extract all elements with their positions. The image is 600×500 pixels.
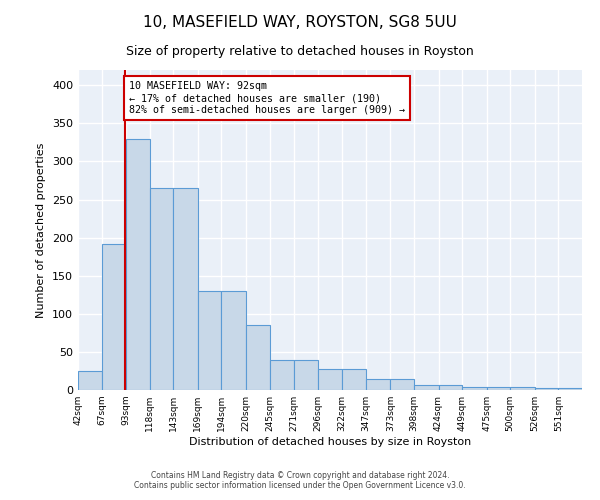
Text: 10 MASEFIELD WAY: 92sqm
← 17% of detached houses are smaller (190)
82% of semi-d: 10 MASEFIELD WAY: 92sqm ← 17% of detache… [129, 82, 405, 114]
Bar [198, 291, 221, 390]
Bar [535, 388, 559, 390]
Bar [462, 387, 487, 390]
Text: Contains HM Land Registry data © Crown copyright and database right 2024.
Contai: Contains HM Land Registry data © Crown c… [134, 470, 466, 490]
Text: Size of property relative to detached houses in Royston: Size of property relative to detached ho… [126, 45, 474, 58]
Bar [559, 388, 582, 390]
Bar [510, 387, 535, 390]
Bar [269, 360, 294, 390]
X-axis label: Distribution of detached houses by size in Royston: Distribution of detached houses by size … [189, 437, 471, 447]
Bar [126, 138, 150, 390]
Bar [414, 386, 439, 390]
Text: 10, MASEFIELD WAY, ROYSTON, SG8 5UU: 10, MASEFIELD WAY, ROYSTON, SG8 5UU [143, 15, 457, 30]
Bar [294, 360, 318, 390]
Y-axis label: Number of detached properties: Number of detached properties [37, 142, 46, 318]
Bar [391, 378, 414, 390]
Bar [487, 387, 510, 390]
Bar [101, 244, 126, 390]
Bar [221, 291, 246, 390]
Bar [366, 378, 391, 390]
Bar [150, 188, 173, 390]
Bar [78, 371, 101, 390]
Bar [318, 370, 342, 390]
Bar [439, 386, 462, 390]
Bar [246, 325, 269, 390]
Bar [342, 370, 366, 390]
Bar [173, 188, 198, 390]
